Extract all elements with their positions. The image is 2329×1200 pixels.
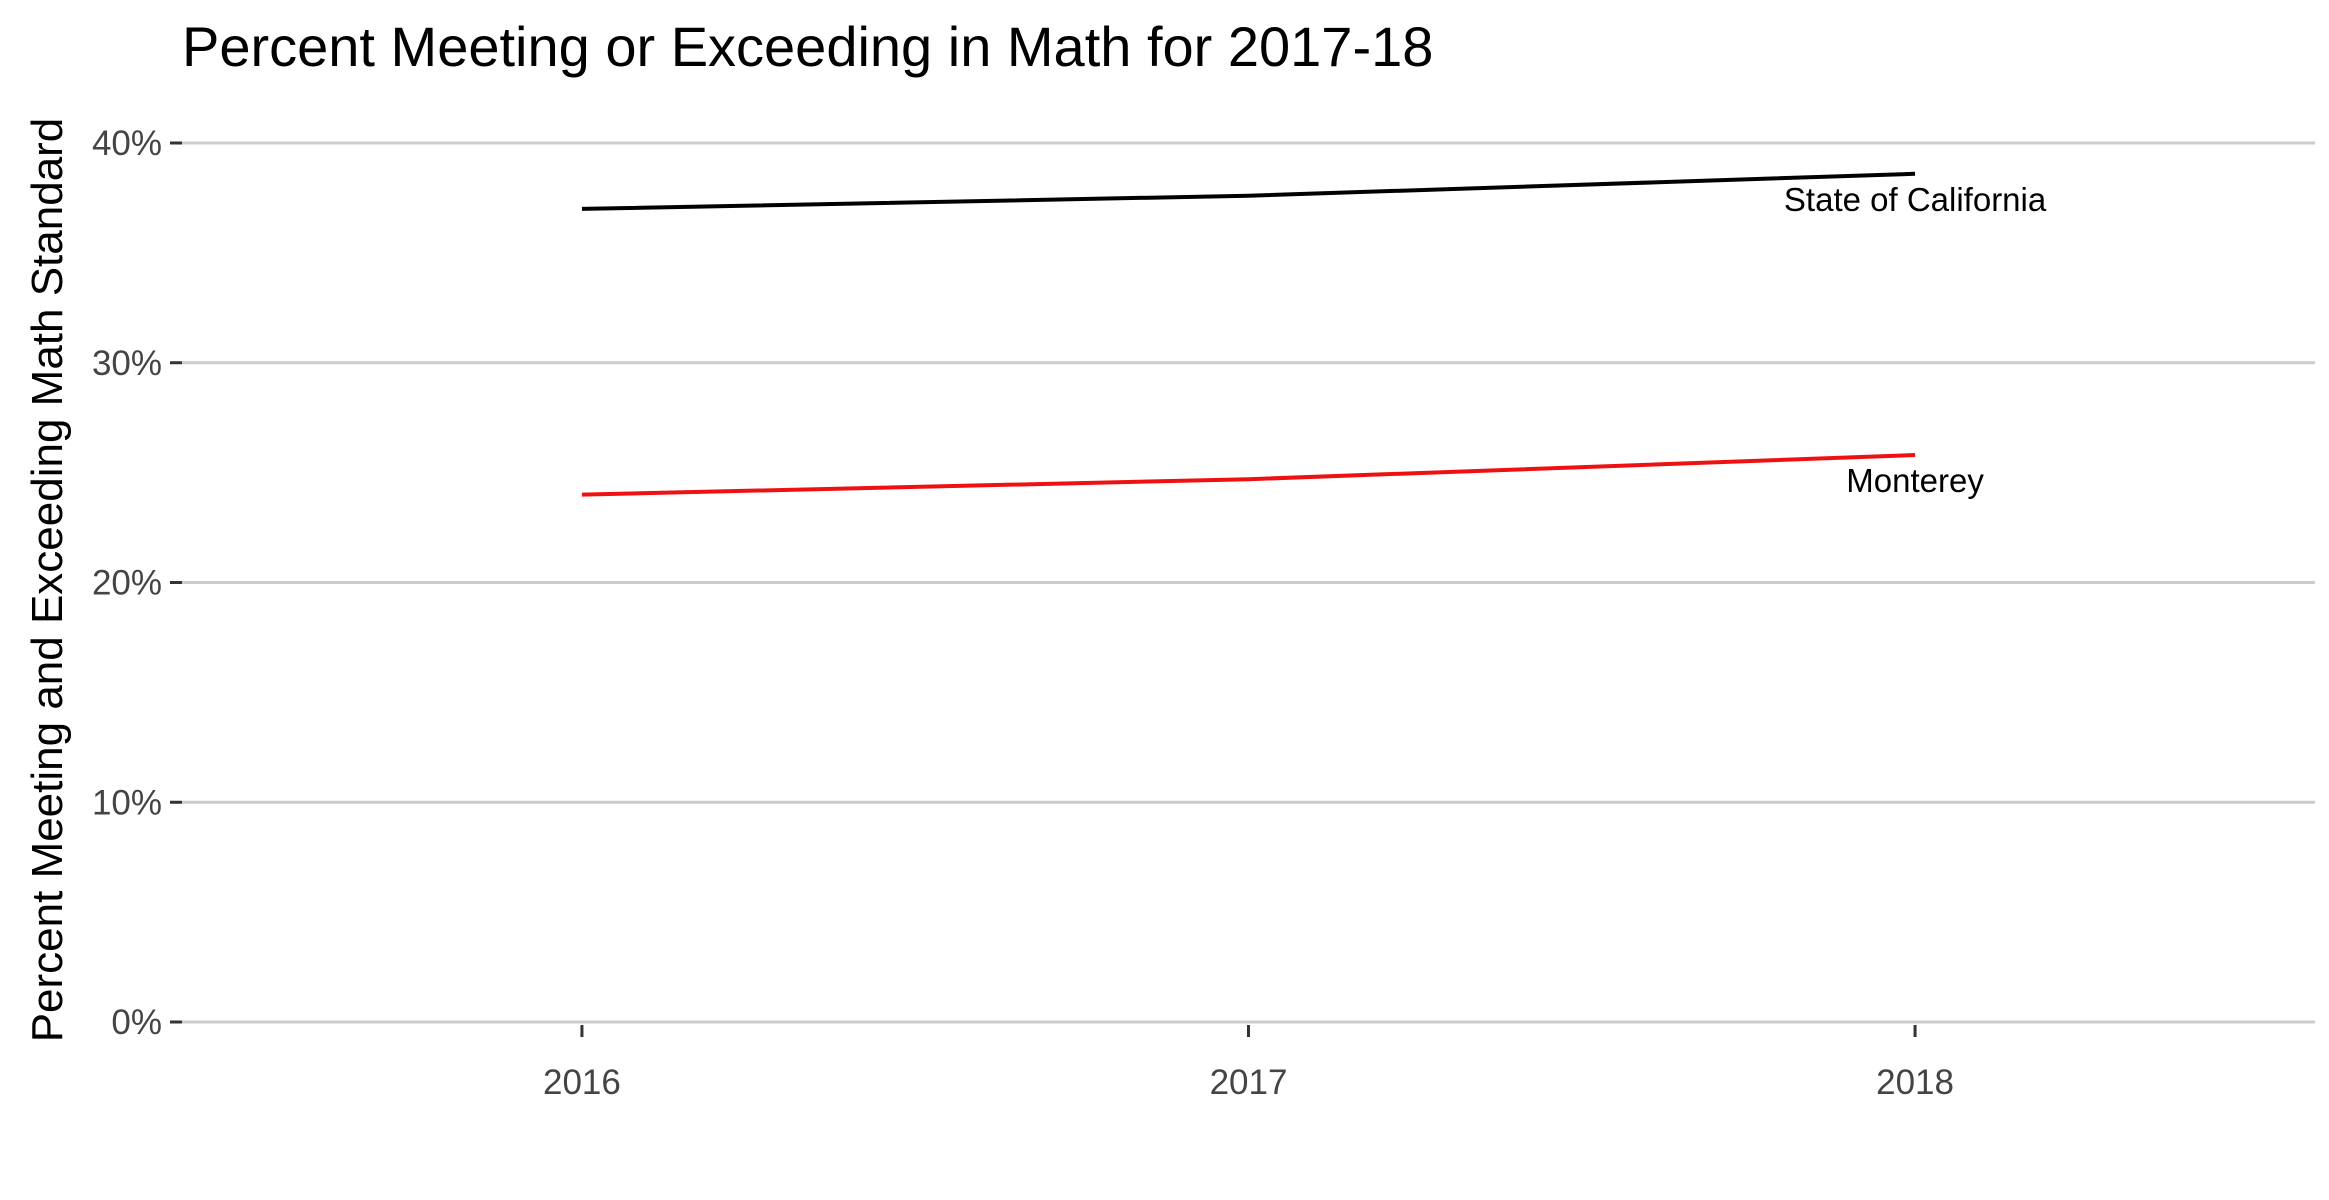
series-label-monterey: Monterey	[1846, 462, 1984, 499]
y-axis-title: Percent Meeting and Exceeding Math Stand…	[23, 118, 72, 1043]
y-tick-label-1: 10%	[92, 783, 162, 822]
series-line-state-of-california	[581, 171, 1916, 211]
x-tick-label-2: 2018	[1876, 1063, 1954, 1102]
y-tick-label-3: 30%	[92, 344, 162, 383]
series-line-monterey	[581, 453, 1916, 497]
series-labels: State of California Monterey	[1784, 181, 2047, 499]
x-tick-label-0: 2016	[543, 1063, 621, 1102]
y-tick-label-0: 0%	[111, 1003, 162, 1042]
y-tick-label-4: 40%	[92, 124, 162, 163]
y-tick-label-2: 20%	[92, 564, 162, 603]
x-tick-label-1: 2017	[1210, 1063, 1288, 1102]
series-label-state-of-california: State of California	[1784, 181, 2047, 218]
chart-title: Percent Meeting or Exceeding in Math for…	[182, 15, 1433, 78]
x-axis: 2016 2017 2018	[543, 1025, 1954, 1102]
series-lines	[581, 171, 1916, 497]
y-axis: 0% 10% 20% 30% 40%	[92, 124, 182, 1042]
gridlines	[182, 141, 2315, 1024]
